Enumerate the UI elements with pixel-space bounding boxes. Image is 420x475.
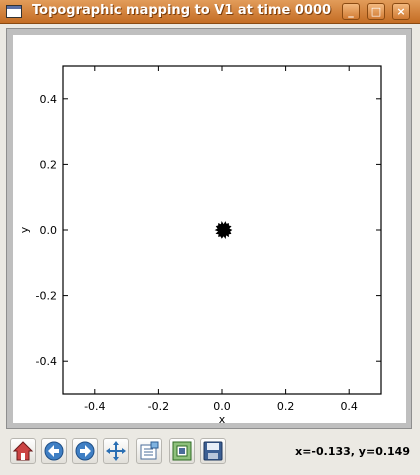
x-tick-label: 0.0 <box>213 400 231 413</box>
home-button[interactable] <box>10 438 36 464</box>
point-cluster <box>214 220 233 240</box>
figure-canvas[interactable]: -0.4 -0.2 0.0 0.2 0.4 -0.4 -0.2 0.0 0.2 0.4 x y <box>13 35 406 426</box>
maximize-button[interactable]: □ <box>367 3 385 20</box>
title-bar[interactable]: Topographic mapping to V1 at time 0000 _… <box>0 0 420 24</box>
floppy-disk-icon <box>203 441 223 461</box>
figure-frame: -0.4 -0.2 0.0 0.2 0.4 -0.4 -0.2 0.0 0.2 0.4 x y <box>6 28 412 429</box>
subplots-icon <box>140 441 159 460</box>
zoom-to-rect-button[interactable] <box>169 438 195 464</box>
minimize-button[interactable]: _ <box>342 3 360 20</box>
navigation-toolbar: x=-0.133, y=0.149 <box>0 432 420 475</box>
y-tick-label: 0.0 <box>40 224 58 237</box>
arrow-left-icon <box>44 441 64 461</box>
close-button[interactable]: × <box>392 3 410 20</box>
x-tick-label: 0.4 <box>340 400 358 413</box>
window-title: Topographic mapping to V1 at time 0000 <box>32 3 332 18</box>
home-icon <box>12 441 34 461</box>
forward-button[interactable] <box>72 438 98 464</box>
back-button[interactable] <box>41 438 67 464</box>
y-tick-label: -0.2 <box>36 290 57 303</box>
x-tick-label: -0.2 <box>148 400 169 413</box>
scatter-plot[interactable]: -0.4 -0.2 0.0 0.2 0.4 -0.4 -0.2 0.0 0.2 0.4 x y <box>13 35 406 426</box>
arrow-right-icon <box>75 441 95 461</box>
move-icon <box>106 441 126 461</box>
save-button[interactable] <box>200 438 226 464</box>
cursor-coordinates: x=-0.133, y=0.149 <box>295 445 410 458</box>
x-axis-label: x <box>219 413 226 423</box>
y-tick-label: 0.2 <box>40 158 58 171</box>
y-axis-label: y <box>18 226 31 233</box>
pan-button[interactable] <box>103 438 129 464</box>
y-tick-label: 0.4 <box>40 93 58 106</box>
x-tick-label: 0.2 <box>277 400 295 413</box>
configure-subplots-button[interactable] <box>136 438 162 464</box>
window-icon[interactable] <box>6 5 22 18</box>
zoom-rect-icon <box>172 441 192 461</box>
x-tick-label: -0.4 <box>84 400 105 413</box>
y-tick-label: -0.4 <box>36 355 57 368</box>
